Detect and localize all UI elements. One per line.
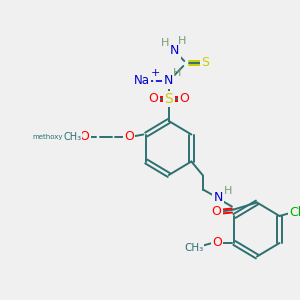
- Text: O: O: [212, 236, 222, 250]
- Text: H: H: [173, 68, 182, 78]
- Text: CH₃: CH₃: [64, 131, 82, 142]
- Text: S: S: [164, 92, 173, 106]
- Text: H: H: [178, 36, 187, 46]
- Text: S: S: [202, 56, 209, 70]
- Text: methoxy: methoxy: [33, 134, 63, 140]
- Text: +: +: [151, 68, 160, 78]
- Text: N: N: [164, 74, 173, 88]
- Text: CH₃: CH₃: [184, 243, 203, 253]
- Text: H: H: [161, 38, 169, 48]
- Text: O: O: [212, 205, 221, 218]
- Text: N: N: [170, 44, 179, 58]
- Text: O: O: [124, 130, 134, 143]
- Text: Na: Na: [134, 74, 150, 88]
- Text: O: O: [148, 92, 158, 106]
- Text: O: O: [179, 92, 189, 106]
- Text: Cl: Cl: [289, 206, 300, 218]
- Text: O: O: [80, 130, 89, 143]
- Text: H: H: [224, 187, 232, 196]
- Text: N: N: [214, 191, 223, 204]
